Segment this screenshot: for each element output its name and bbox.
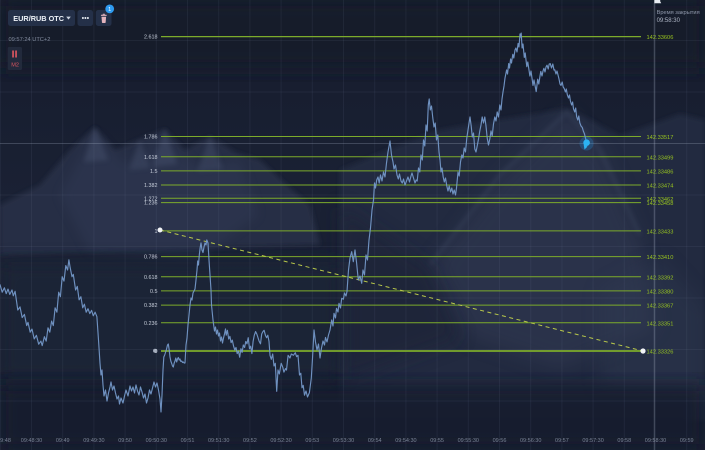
svg-text:0.618: 0.618 [144, 275, 158, 281]
svg-text:09:51: 09:51 [181, 438, 195, 444]
svg-text:1.618: 1.618 [144, 155, 158, 161]
svg-text:142.33380: 142.33380 [647, 290, 674, 296]
svg-text:142.33367: 142.33367 [647, 304, 674, 310]
svg-text:142.33499: 142.33499 [647, 155, 674, 161]
svg-text:142.33486: 142.33486 [647, 170, 674, 176]
svg-text:1.5: 1.5 [150, 169, 158, 175]
svg-text:2.618: 2.618 [144, 35, 158, 41]
svg-text:09:57:24 UTC+2: 09:57:24 UTC+2 [9, 37, 51, 43]
svg-text:142.33474: 142.33474 [647, 184, 674, 190]
svg-text:09:55: 09:55 [430, 438, 444, 444]
svg-text:1.272: 1.272 [144, 196, 158, 202]
svg-text:09:55:30: 09:55:30 [458, 438, 479, 444]
svg-text:09:53:30: 09:53:30 [333, 438, 354, 444]
svg-text:142.33392: 142.33392 [647, 275, 674, 281]
svg-text:09:50: 09:50 [118, 438, 132, 444]
svg-text:09:48: 09:48 [0, 438, 11, 444]
svg-text:M2: M2 [11, 62, 19, 68]
svg-text:09:57: 09:57 [555, 438, 569, 444]
svg-text:09:52: 09:52 [243, 438, 257, 444]
svg-text:0.236: 0.236 [144, 321, 158, 327]
svg-text:09:56:30: 09:56:30 [520, 438, 541, 444]
svg-text:09:49: 09:49 [56, 438, 70, 444]
svg-text:09:48:30: 09:48:30 [21, 438, 42, 444]
svg-text:09:58:30: 09:58:30 [645, 438, 666, 444]
svg-text:09:58:30: 09:58:30 [657, 18, 681, 24]
svg-text:09:56: 09:56 [493, 438, 507, 444]
svg-text:142.33517: 142.33517 [647, 135, 674, 141]
svg-text:09:54:30: 09:54:30 [395, 438, 416, 444]
svg-text:142.33458: 142.33458 [647, 201, 674, 207]
svg-text:0: 0 [155, 349, 158, 355]
svg-text:142.33606: 142.33606 [647, 35, 674, 41]
svg-text:09:57:30: 09:57:30 [582, 438, 603, 444]
svg-text:142.33462: 142.33462 [647, 197, 674, 203]
svg-text:0.5: 0.5 [150, 289, 158, 295]
svg-text:EUR/RUB OTC: EUR/RUB OTC [13, 14, 64, 23]
svg-text:09:54: 09:54 [368, 438, 382, 444]
svg-text:1: 1 [108, 7, 111, 13]
svg-text:142.33351: 142.33351 [647, 321, 674, 327]
svg-text:1.236: 1.236 [144, 201, 158, 207]
svg-text:1.382: 1.382 [144, 183, 158, 189]
svg-text:09:58: 09:58 [617, 438, 631, 444]
svg-text:Время закрытия: Время закрытия [657, 10, 700, 16]
svg-text:09:52:30: 09:52:30 [270, 438, 291, 444]
svg-text:09:49:30: 09:49:30 [83, 438, 104, 444]
svg-text:09:59: 09:59 [680, 438, 694, 444]
svg-text:142.33433: 142.33433 [647, 230, 674, 236]
svg-text:1: 1 [155, 229, 158, 235]
svg-text:0.382: 0.382 [144, 303, 158, 309]
svg-text:0.786: 0.786 [144, 255, 158, 261]
svg-text:09:51:30: 09:51:30 [208, 438, 229, 444]
svg-text:142.33410: 142.33410 [647, 255, 674, 261]
svg-text:09:50:30: 09:50:30 [146, 438, 167, 444]
svg-text:09:53: 09:53 [305, 438, 319, 444]
svg-text:1.786: 1.786 [144, 135, 158, 141]
svg-text:142.33326: 142.33326 [647, 350, 674, 356]
